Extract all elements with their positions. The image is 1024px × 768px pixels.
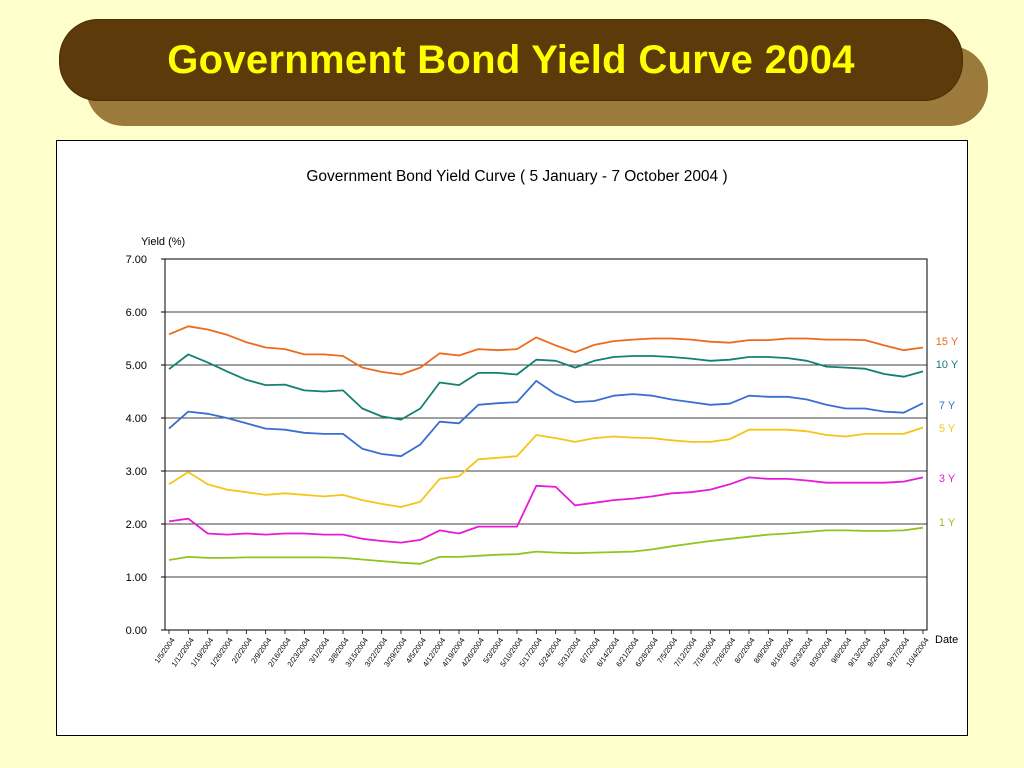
- series-label-3y: 3 Y: [939, 473, 956, 485]
- series-label-10y: 10 Y: [936, 359, 959, 371]
- series-line-1y: [168, 526, 924, 565]
- series-line-10y: [168, 353, 924, 421]
- y-tick-label: 4.00: [126, 413, 147, 425]
- y-tick-label: 7.00: [126, 254, 147, 266]
- title-banner: Government Bond Yield Curve 2004: [60, 20, 962, 100]
- y-axis-label: Yield (%): [141, 236, 185, 248]
- series-label-7y: 7 Y: [939, 400, 956, 412]
- y-tick-label: 5.00: [126, 360, 147, 372]
- plot-area: 0.001.002.003.004.005.006.007.001/5/2004…: [126, 254, 959, 668]
- series-line-15y: [168, 325, 924, 376]
- series-line-3y: [168, 476, 924, 544]
- plot-border: [164, 258, 928, 631]
- y-tick-label: 1.00: [126, 572, 147, 584]
- x-axis-label: Date: [935, 634, 958, 646]
- series-line-7y: [168, 379, 924, 458]
- yield-curve-chart: Government Bond Yield Curve ( 5 January …: [126, 168, 959, 668]
- y-tick-label: 2.00: [126, 519, 147, 531]
- y-tick-label: 0.00: [126, 625, 147, 637]
- y-tick-label: 3.00: [126, 466, 147, 478]
- series-label-15y: 15 Y: [936, 336, 959, 348]
- series-label-5y: 5 Y: [939, 423, 956, 435]
- series-label-1y: 1 Y: [939, 517, 956, 529]
- chart-frame: Government Bond Yield Curve ( 5 January …: [56, 140, 968, 736]
- series-line-5y: [168, 426, 924, 508]
- y-tick-label: 6.00: [126, 307, 147, 319]
- slide-title: Government Bond Yield Curve 2004: [167, 37, 855, 82]
- chart-title: Government Bond Yield Curve ( 5 January …: [306, 168, 727, 185]
